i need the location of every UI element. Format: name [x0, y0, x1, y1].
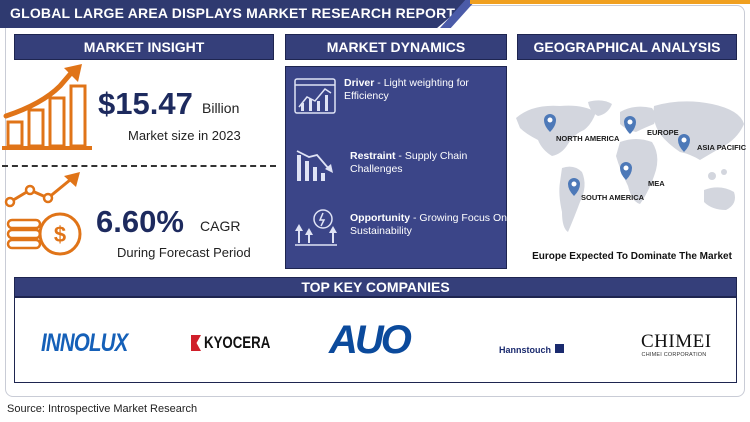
geographical-analysis-header: GEOGRAPHICAL ANALYSIS: [517, 34, 737, 60]
market-dynamics-header: MARKET DYNAMICS: [285, 34, 507, 60]
kyocera-mark-icon: [191, 335, 201, 351]
auo-logo: AUO: [329, 318, 412, 362]
report-title: GLOBAL LARGE AREA DISPLAYS MARKET RESEAR…: [10, 5, 456, 21]
chart-report-icon: [294, 78, 336, 114]
coin-growth-icon: $: [4, 172, 82, 256]
kyocera-logo: KYOCERA: [191, 333, 289, 353]
market-size-value: $15.47: [98, 86, 193, 121]
innolux-logo: INNOLUX: [41, 329, 128, 357]
orange-accent-line: [470, 0, 750, 4]
cagr-caption: During Forecast Period: [117, 245, 251, 260]
region-south-america: SOUTH AMERICA: [581, 193, 645, 202]
chimei-logo: CHIMEI CHIMEI CORPORATION: [641, 331, 712, 359]
market-size-caption: Market size in 2023: [128, 128, 241, 143]
dynamics-restraint-text: Restraint - Supply Chain Challenges: [350, 150, 468, 175]
declining-chart-icon: [296, 150, 333, 181]
company-logos-strip: INNOLUX KYOCERA AUO Hannstouch CHIMEI CH…: [14, 297, 737, 383]
cagr-value: 6.60%: [96, 204, 184, 239]
growth-bar-chart-icon: [2, 64, 92, 150]
world-map-icon: [516, 100, 744, 232]
source-credit: Source: Introspective Market Research: [7, 403, 198, 415]
region-asia-pacific: ASIA PACIFIC: [697, 143, 747, 152]
dynamics-driver-text: Driver - Light weighting for Efficiency: [344, 77, 469, 102]
region-europe: EUROPE: [647, 128, 679, 137]
market-dynamics-panel: Driver - Light weighting for Efficiency …: [285, 66, 507, 269]
region-north-america: NORTH AMERICA: [556, 134, 620, 143]
svg-text:$: $: [54, 222, 66, 247]
market-size-unit: Billion: [202, 100, 240, 116]
hannstouch-mark-icon: [555, 344, 565, 354]
hannstouch-logo: Hannstouch: [499, 340, 565, 358]
market-insight-header: MARKET INSIGHT: [14, 34, 274, 60]
report-title-bar: GLOBAL LARGE AREA DISPLAYS MARKET RESEAR…: [0, 0, 470, 28]
insight-divider: [2, 165, 276, 167]
geo-caption: Europe Expected To Dominate The Market: [532, 251, 732, 262]
dynamics-opportunity-text: Opportunity - Growing Focus On Sustainab…: [350, 212, 507, 237]
cagr-label: CAGR: [200, 218, 241, 234]
region-mea: MEA: [648, 179, 665, 188]
growth-idea-icon: [295, 209, 337, 246]
top-key-companies-header: TOP KEY COMPANIES: [14, 277, 737, 297]
